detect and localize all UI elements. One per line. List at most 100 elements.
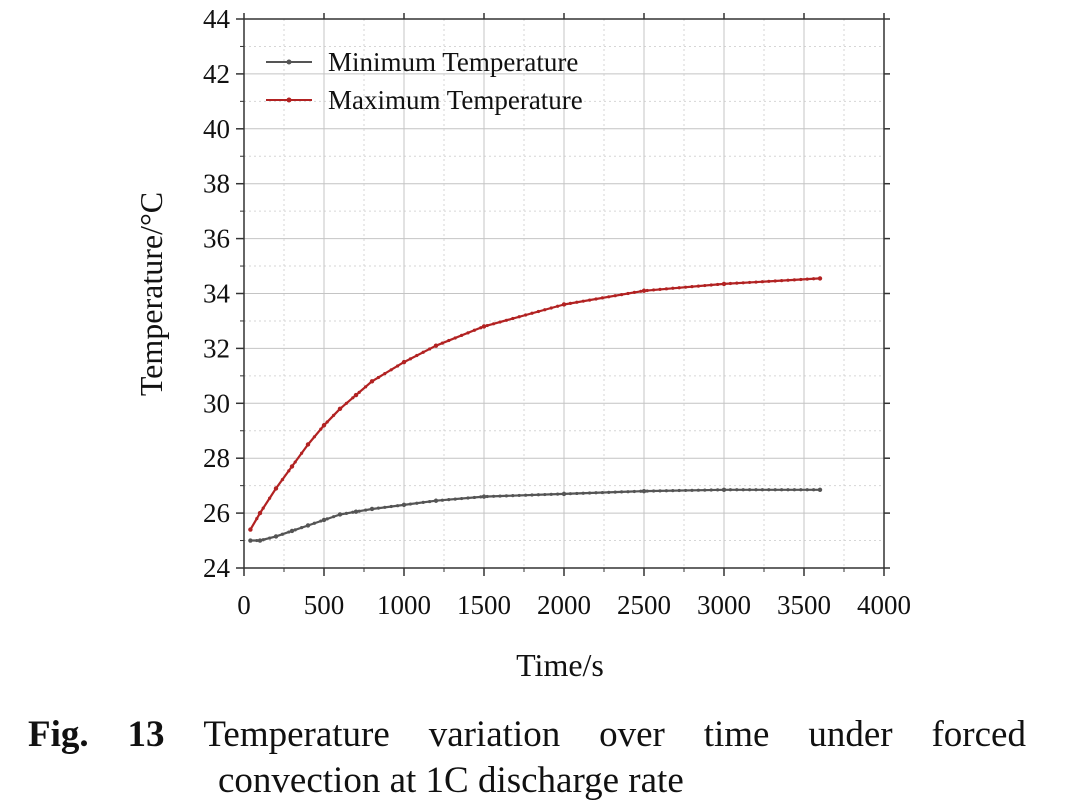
series-marker (639, 289, 643, 293)
series-marker (492, 494, 496, 498)
series-marker (287, 469, 291, 473)
series-marker (293, 460, 297, 464)
series-marker (280, 478, 284, 482)
series-line-maximum-temperature (249, 277, 821, 531)
y-tick-label: 44 (203, 4, 231, 34)
y-axis-title: Temperature/°C (133, 192, 169, 396)
data-point (641, 488, 647, 494)
series-marker (549, 306, 553, 310)
y-tick-label: 24 (203, 553, 231, 583)
y-tick-label: 26 (203, 498, 230, 528)
series-marker (312, 521, 316, 525)
series-marker (460, 333, 464, 338)
data-point (353, 509, 359, 514)
data-point (257, 510, 263, 516)
series-marker (671, 286, 675, 290)
series-marker (684, 488, 688, 493)
series-marker (511, 494, 515, 498)
y-tick-label: 38 (203, 169, 230, 199)
series-marker (344, 511, 348, 515)
series-marker (421, 500, 425, 504)
series-marker (632, 489, 637, 494)
series-marker (383, 505, 387, 509)
data-point (257, 538, 263, 543)
y-tick-label: 42 (203, 59, 230, 89)
series-marker (780, 278, 784, 283)
series-marker (440, 341, 444, 345)
series-marker (306, 442, 310, 447)
series-marker (805, 488, 809, 492)
series-marker (370, 379, 374, 383)
series-marker (792, 278, 797, 282)
y-tick-label: 34 (203, 279, 231, 309)
series-marker (760, 488, 765, 492)
caption-word: variation (428, 714, 561, 755)
series-marker (319, 519, 323, 523)
series-marker (690, 488, 694, 492)
series-maximum-temperature (248, 276, 823, 532)
series-marker (466, 331, 470, 335)
series-marker (741, 488, 745, 492)
x-tick-label: 4000 (857, 590, 911, 620)
y-tick-label: 32 (203, 333, 230, 363)
series-marker (255, 516, 259, 521)
series-marker (460, 496, 464, 501)
series-marker (396, 364, 400, 368)
series-marker (376, 506, 380, 510)
legend-item-maximum-temperature: Maximum Temperature (266, 85, 583, 115)
figure-caption: Fig. 13 Temperature variation over time … (28, 712, 1026, 804)
series-marker (613, 490, 617, 494)
y-tick-label: 30 (203, 388, 230, 418)
series-marker (812, 488, 816, 492)
series-marker (818, 276, 822, 281)
x-tick-label: 3000 (697, 590, 751, 620)
series-marker (338, 407, 342, 411)
series-marker (536, 309, 541, 314)
series-marker (479, 326, 483, 330)
y-tick-label: 40 (203, 114, 230, 144)
legend-label: Maximum Temperature (328, 85, 583, 115)
series-marker (607, 490, 611, 494)
caption-word: over (599, 714, 665, 755)
series-marker (556, 492, 560, 496)
series-marker (287, 530, 291, 534)
x-tick-label: 2000 (537, 590, 591, 620)
legend-marker (286, 59, 292, 65)
series-marker (588, 491, 592, 495)
series-marker (780, 488, 784, 492)
series-marker (472, 328, 476, 332)
series-marker (485, 494, 489, 499)
data-point (481, 324, 487, 329)
series-marker (658, 489, 662, 493)
series-marker (754, 280, 758, 284)
series-marker (805, 277, 809, 281)
series-marker (536, 493, 541, 497)
series-marker (268, 496, 272, 500)
series-marker (504, 318, 508, 322)
series-marker (517, 315, 521, 319)
series-marker (498, 320, 502, 324)
caption-fig-number: 13 (127, 714, 165, 755)
series-marker (703, 283, 707, 288)
series-marker (511, 316, 515, 321)
series-marker (722, 488, 726, 492)
series-marker (351, 510, 355, 514)
series-marker (415, 501, 419, 505)
series-marker (645, 489, 649, 493)
legend-marker (286, 97, 292, 103)
legend-item-minimum-temperature: Minimum Temperature (266, 47, 578, 77)
series-marker (581, 299, 585, 303)
series-marker (440, 498, 444, 502)
series-marker (472, 495, 476, 500)
series-marker (274, 534, 278, 539)
legend: Minimum Temperature Maximum Temperature (266, 47, 583, 115)
series-marker (728, 488, 733, 492)
series-marker (300, 451, 304, 455)
series-marker (812, 277, 816, 281)
series-marker (332, 515, 336, 519)
series-marker (639, 489, 643, 493)
series-marker (364, 508, 368, 512)
series-marker (530, 311, 534, 315)
series-marker (575, 300, 579, 304)
series-marker (671, 489, 675, 493)
